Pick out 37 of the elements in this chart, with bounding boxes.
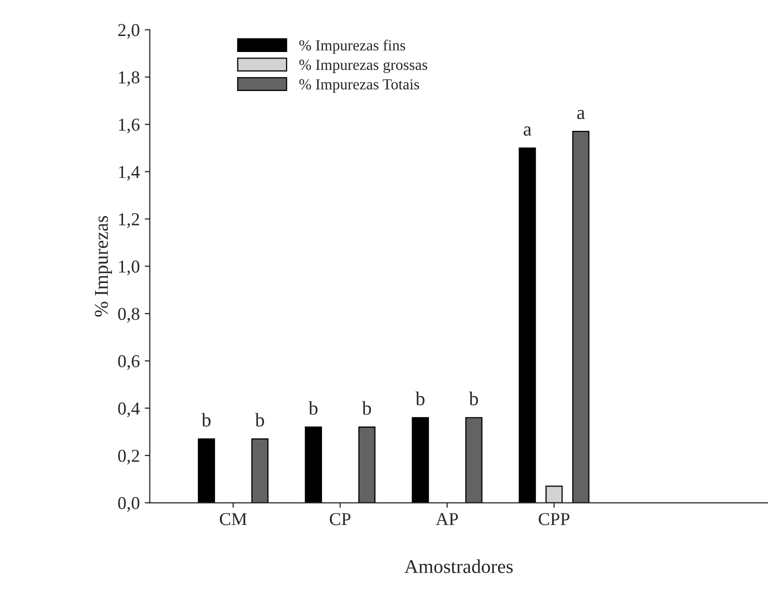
bar: [304, 426, 322, 503]
x-tick-label: CP: [330, 513, 350, 526]
x-tick-label: CM: [220, 513, 247, 526]
legend-label: % Impurezas grossas: [299, 60, 428, 74]
bar: [546, 486, 563, 503]
y-tick-label: 1,2: [119, 213, 140, 228]
bar: [518, 147, 536, 503]
x-axis-title: Amostradores: [404, 559, 513, 574]
y-tick-label: 1,8: [119, 71, 140, 86]
y-tick-label: 1,6: [119, 118, 140, 134]
y-tick-label: 0,6: [118, 355, 140, 370]
bar: [251, 438, 269, 503]
y-tick-label: 0,0: [118, 497, 140, 512]
x-tick-label: AP: [436, 513, 458, 526]
data-label: a: [524, 126, 532, 136]
legend-label: % Impurezas Totais: [299, 79, 420, 93]
data-label: b: [308, 401, 318, 415]
data-label: b: [362, 401, 372, 415]
legend-label: % Impurezas fins: [299, 40, 406, 54]
y-tick-label: 1,0: [119, 260, 140, 276]
bar: [412, 417, 429, 503]
data-label: b: [416, 392, 424, 406]
y-tick-label: 0,8: [118, 308, 140, 323]
y-tick-label: 2,0: [118, 24, 140, 39]
x-tick-label: CPP: [538, 513, 570, 526]
y-tick-label: 0,2: [118, 450, 140, 465]
y-tick-label: 0,4: [118, 402, 140, 418]
y-tick-label: 1,4: [119, 166, 140, 181]
bar: [465, 417, 482, 503]
bar: [198, 438, 216, 503]
data-label: b: [202, 412, 211, 427]
data-label: b: [255, 412, 264, 427]
bar: [572, 130, 590, 503]
bar: [358, 426, 376, 503]
y-axis-title: % Impurezas: [94, 216, 112, 317]
data-label: a: [577, 110, 585, 120]
data-label: b: [468, 392, 478, 406]
